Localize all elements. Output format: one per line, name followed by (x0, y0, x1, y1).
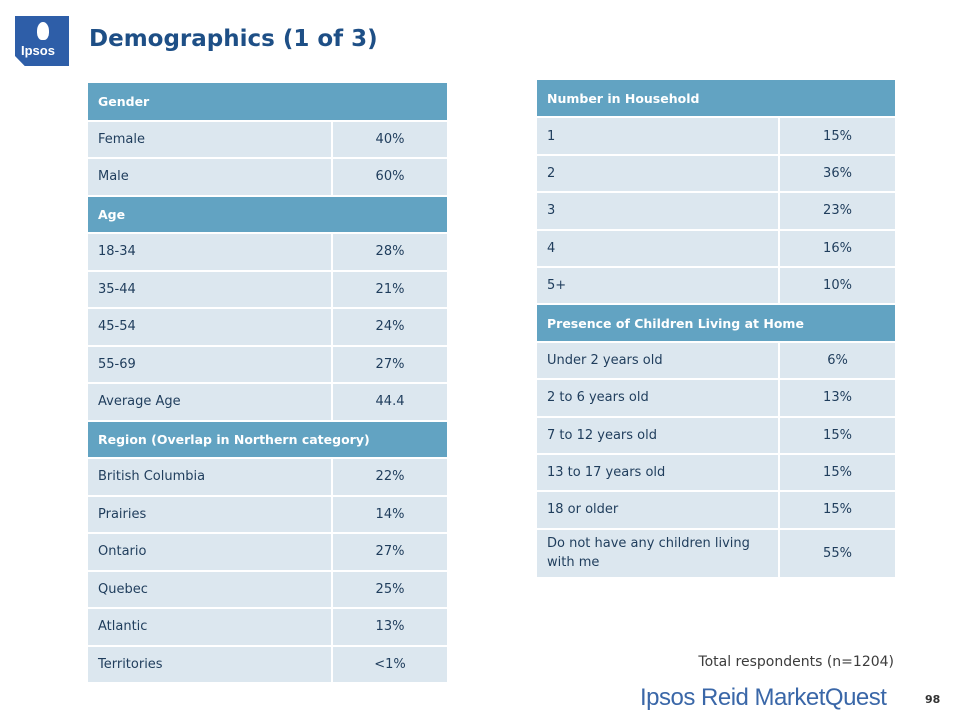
row-label: 4 (537, 229, 780, 268)
table-row: 45-54 24% (88, 308, 448, 347)
table-row: 2 to 6 years old 13% (537, 379, 896, 418)
logo-mark-icon (37, 22, 49, 40)
table-row: 18-34 28% (88, 233, 448, 272)
section-header-row: Number in Household (537, 80, 896, 119)
section-header-region: Region (Overlap in Northern category) (88, 420, 448, 459)
row-label: 13 to 17 years old (537, 453, 780, 493)
row-label: Prairies (88, 495, 333, 534)
table-row: Quebec 25% (88, 570, 448, 609)
row-value: 13% (779, 379, 896, 418)
table-row: 18 or older 15% (537, 491, 896, 530)
right-demographics-table: Number in Household 1 15% 2 36% 3 23% 4 … (537, 80, 896, 579)
row-label: Ontario (88, 533, 333, 572)
table-row: Do not have any children living with me … (537, 528, 896, 579)
table-row: British Columbia 22% (88, 458, 448, 497)
row-value: 15% (779, 491, 896, 530)
table-row: Territories <1% (88, 645, 448, 684)
row-value: 21% (332, 270, 448, 309)
row-value: 44.4 (332, 383, 448, 422)
row-value: 13% (332, 608, 448, 647)
section-header-row: Region (Overlap in Northern category) (88, 420, 448, 459)
section-header-age: Age (88, 195, 448, 234)
row-label: Female (88, 120, 333, 159)
row-value: 16% (779, 229, 896, 268)
row-label: 18 or older (537, 491, 780, 530)
row-label: Under 2 years old (537, 341, 780, 381)
row-value: 15% (779, 453, 896, 493)
row-label: Male (88, 158, 333, 197)
row-label: 3 (537, 192, 780, 231)
row-value: 28% (332, 233, 448, 272)
row-value: 55% (779, 528, 896, 579)
table-row: Average Age 44.4 (88, 383, 448, 422)
row-value: 22% (332, 458, 448, 497)
section-header-row: Gender (88, 83, 448, 122)
table-row: 3 23% (537, 192, 896, 231)
section-header-household: Number in Household (537, 80, 896, 119)
section-header-children: Presence of Children Living at Home (537, 304, 896, 343)
row-label: 45-54 (88, 308, 333, 347)
page-number: 98 (925, 693, 941, 706)
row-label: 5+ (537, 266, 780, 306)
table-row: 13 to 17 years old 15% (537, 453, 896, 493)
table-row: 35-44 21% (88, 270, 448, 309)
row-value: 15% (779, 117, 896, 156)
table-row: Prairies 14% (88, 495, 448, 534)
row-label: Territories (88, 645, 333, 684)
row-label: Quebec (88, 570, 333, 609)
table-row: 5+ 10% (537, 266, 896, 306)
table-row: 2 36% (537, 154, 896, 194)
row-label: 18-34 (88, 233, 333, 272)
table-row: Under 2 years old 6% (537, 341, 896, 381)
row-value: 36% (779, 154, 896, 194)
logo-text: Ipsos (21, 43, 55, 58)
table-row: Female 40% (88, 120, 448, 159)
row-label: 1 (537, 117, 780, 156)
table-row: 7 to 12 years old 15% (537, 416, 896, 455)
row-label: Average Age (88, 383, 333, 422)
section-header-row: Age (88, 195, 448, 234)
row-value: 27% (332, 345, 448, 384)
section-header-row: Presence of Children Living at Home (537, 304, 896, 343)
brand-wordmark: Ipsos Reid MarketQuest (640, 684, 887, 711)
row-label: British Columbia (88, 458, 333, 497)
row-value: 10% (779, 266, 896, 306)
table-row: 55-69 27% (88, 345, 448, 384)
row-label: Atlantic (88, 608, 333, 647)
ipsos-logo: Ipsos (15, 16, 69, 66)
row-value: <1% (332, 645, 448, 684)
row-value: 25% (332, 570, 448, 609)
table-row: Ontario 27% (88, 533, 448, 572)
row-label: 2 (537, 154, 780, 194)
table-row: 1 15% (537, 117, 896, 156)
row-value: 23% (779, 192, 896, 231)
left-demographics-table: Gender Female 40% Male 60% Age 18-34 28%… (88, 83, 448, 684)
total-respondents: Total respondents (n=1204) (698, 654, 894, 670)
page-title: Demographics (1 of 3) (89, 26, 378, 52)
row-label: Do not have any children living with me (537, 528, 780, 579)
row-label: 35-44 (88, 270, 333, 309)
row-value: 40% (332, 120, 448, 159)
table-row: Atlantic 13% (88, 608, 448, 647)
row-value: 60% (332, 158, 448, 197)
table-row: Male 60% (88, 158, 448, 197)
table-row: 4 16% (537, 229, 896, 268)
row-label: 55-69 (88, 345, 333, 384)
row-value: 27% (332, 533, 448, 572)
row-label: 7 to 12 years old (537, 416, 780, 455)
row-value: 6% (779, 341, 896, 381)
row-label: 2 to 6 years old (537, 379, 780, 418)
row-value: 15% (779, 416, 896, 455)
row-value: 24% (332, 308, 448, 347)
row-value: 14% (332, 495, 448, 534)
section-header-gender: Gender (88, 83, 448, 122)
